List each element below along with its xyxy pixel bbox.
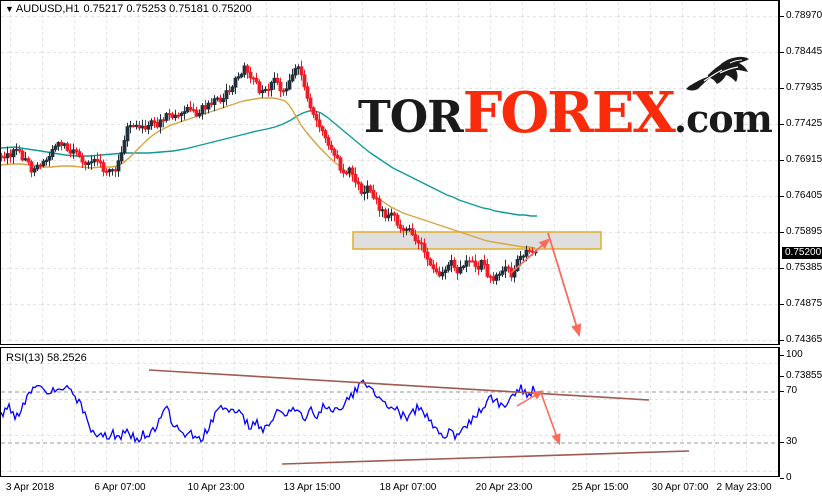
chart-header-label: ▼ AUDUSD,H1 0.75217 0.75253 0.75181 0.7520…: [5, 3, 252, 15]
rsi-tick-label: 0: [780, 473, 792, 484]
ma-fast-line: [1, 97, 536, 249]
price-axis-scale[interactable]: 0.78970 0.78445 0.77935 0.77425 0.76915 0.764…: [779, 0, 822, 381]
rsi-tick-label: 100: [780, 350, 803, 361]
time-tick-label: 20 Apr 23:00: [475, 482, 533, 493]
rsi-tick-label: 30: [780, 437, 797, 448]
current-price-label: 0.75200: [782, 247, 822, 259]
price-tick-label: 0.75385: [780, 263, 822, 274]
rsi-axis-scale[interactable]: 100 70 30 0: [779, 347, 822, 483]
price-tick-label: 0.75895: [780, 227, 822, 238]
rsi-indicator-panel[interactable]: RSI(13) 58.2526: [0, 347, 779, 477]
rsi-arrow-down: [540, 392, 561, 446]
rsi-tick-label: 70: [780, 386, 797, 397]
symbol-timeframe-label: AUDUSD,H1: [15, 3, 80, 15]
price-tick-label: 0.78445: [780, 47, 822, 58]
price-tick-label: 0.74875: [780, 299, 822, 310]
rsi-trendline-upper: [148, 369, 650, 401]
rsi-line: [1, 379, 538, 444]
time-tick-label: 6 Apr 07:00: [94, 482, 146, 493]
price-tick-label: 0.77935: [780, 83, 822, 94]
time-tick-label: 10 Apr 23:00: [187, 482, 245, 493]
price-chart-svg: [1, 1, 778, 344]
time-tick-label: 25 Apr 15:00: [571, 482, 629, 493]
rsi-arrow-up: [516, 390, 544, 407]
time-tick-label: 13 Apr 15:00: [283, 482, 341, 493]
price-plot-area[interactable]: TORFOREX.com: [1, 1, 778, 344]
price-grid: [1, 1, 778, 344]
price-tick-label: 0.78970: [780, 11, 822, 22]
time-axis[interactable]: 3 Apr 2018 6 Apr 07:00 10 Apr 23:00 13 Apr …: [0, 478, 779, 501]
rsi-grid: [1, 348, 778, 476]
time-tick-label: 3 Apr 2018: [5, 482, 55, 493]
rsi-plot-area[interactable]: [1, 348, 778, 476]
price-chart-panel[interactable]: TORFOREX.com ▼ AUDUSD,H1 0.75217 0.75253 0…: [0, 0, 779, 345]
rsi-trendline-lower: [281, 450, 690, 465]
time-tick-label: 18 Apr 07:00: [379, 482, 437, 493]
price-tick-label: 0.77425: [780, 119, 822, 130]
time-tick-label: 30 Apr 07:00: [651, 482, 709, 493]
ohlc-values-label: 0.75217 0.75253 0.75181 0.75200: [83, 3, 252, 15]
rsi-chart-svg: [1, 348, 778, 476]
price-tick-label: 0.76915: [780, 155, 822, 166]
resistance-zone-annotation: [352, 231, 602, 250]
price-tick-label: 0.74365: [780, 335, 822, 346]
rsi-label: RSI(13) 58.2526: [6, 352, 87, 364]
price-tick-label: 0.73855: [780, 371, 822, 382]
triangle-down-icon[interactable]: ▼: [5, 4, 14, 14]
price-tick-label: 0.76405: [780, 191, 822, 202]
ma-slow-line: [1, 110, 537, 217]
time-tick-label: 2 May 23:00: [716, 482, 772, 493]
